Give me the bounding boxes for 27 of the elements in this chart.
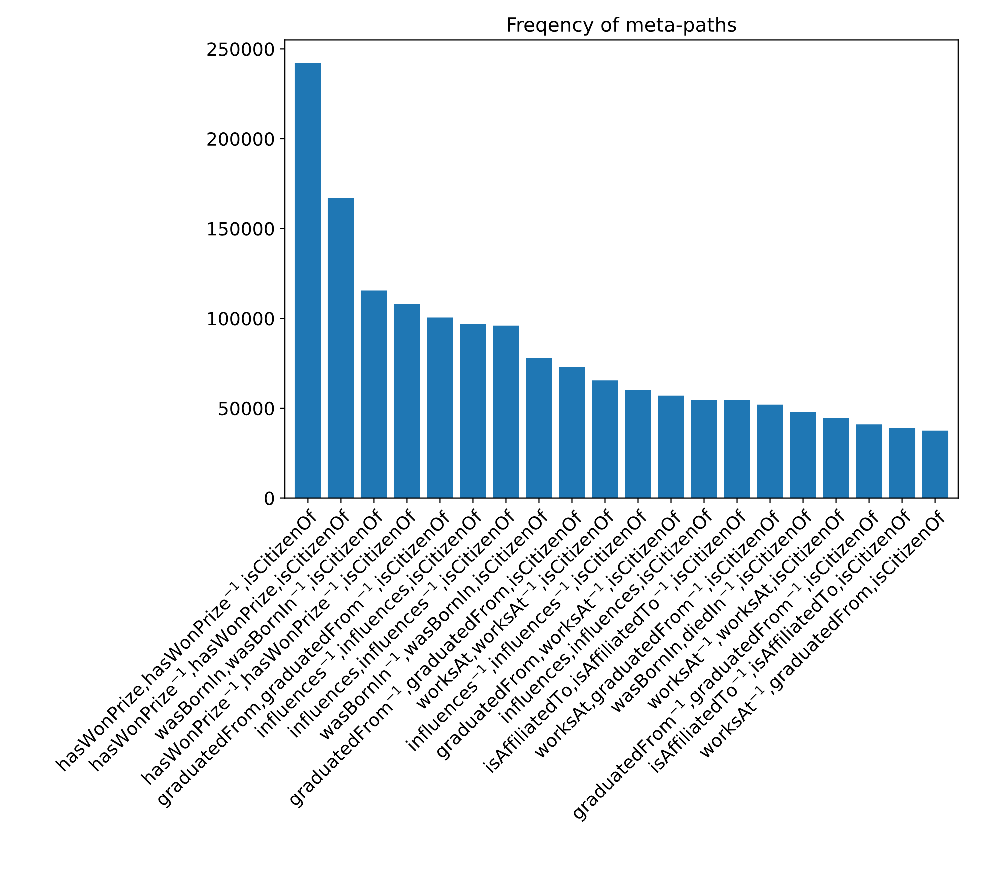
bar: [592, 380, 618, 498]
bar: [790, 412, 816, 498]
bar: [922, 430, 949, 498]
bar: [526, 358, 552, 498]
bar: [427, 318, 454, 498]
bar: [360, 290, 388, 498]
bar: [460, 324, 486, 498]
chart-title: Freqency of meta-paths: [508, 17, 736, 36]
bar: [394, 304, 420, 498]
bar: [493, 326, 520, 498]
bar: [625, 390, 652, 498]
bar: [691, 400, 718, 498]
bar: [856, 424, 883, 498]
bar: [757, 404, 784, 498]
y-tick-label: 50000: [219, 402, 274, 416]
y-tick-label: 100000: [208, 312, 274, 326]
bar: [294, 64, 322, 498]
bar: [658, 396, 684, 498]
bar: [823, 418, 850, 498]
y-tick-label: 250000: [208, 42, 274, 56]
y-tick-label: 150000: [208, 222, 274, 236]
bar: [889, 428, 916, 498]
bar: [724, 400, 750, 498]
y-tick-label: 200000: [208, 132, 274, 146]
y-tick-label: 0: [265, 492, 274, 506]
bar: [559, 367, 586, 498]
bar: [328, 198, 354, 498]
